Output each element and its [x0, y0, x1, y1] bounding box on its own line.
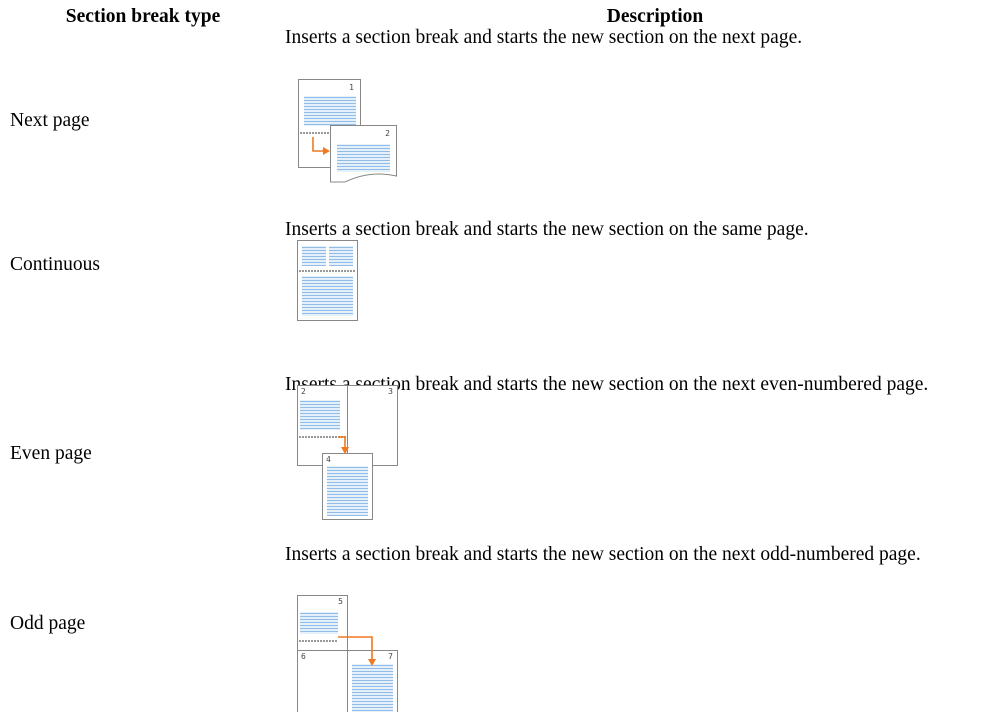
text-lines [300, 400, 340, 430]
header-type: Section break type [65, 6, 221, 27]
arrow [338, 436, 346, 448]
text-lines [329, 246, 353, 266]
page-number: 6 [301, 652, 306, 661]
page-number: 7 [388, 652, 393, 661]
text-lines [302, 276, 353, 316]
arrow [338, 636, 373, 660]
page-number: 3 [388, 387, 393, 396]
text-lines [352, 664, 393, 712]
text-lines [302, 246, 326, 266]
page-number: 2 [301, 387, 306, 396]
break-type: Odd page [10, 613, 86, 634]
page-number: 5 [338, 597, 343, 606]
break-type: Even page [10, 443, 92, 464]
page-number: 2 [385, 129, 390, 138]
arrow-head [323, 147, 330, 155]
page-icon [347, 385, 398, 466]
description: Inserts a section break and starts the n… [285, 544, 921, 565]
text-lines [337, 144, 390, 172]
arrow [312, 137, 324, 152]
page-number: 4 [326, 455, 331, 464]
text-lines [304, 96, 356, 126]
text-lines [327, 466, 368, 516]
description: Inserts a section break and starts the n… [285, 374, 929, 395]
description: Inserts a section break and starts the n… [285, 219, 809, 240]
text-lines [300, 612, 338, 634]
description: Inserts a section break and starts the n… [285, 27, 803, 48]
arrow-head [368, 659, 376, 666]
page-number: 1 [349, 83, 354, 92]
break-type: Next page [10, 110, 90, 131]
page-icon [297, 650, 348, 712]
header-description: Description [606, 6, 704, 27]
break-type: Continuous [10, 254, 100, 275]
arrow-head [341, 447, 349, 454]
